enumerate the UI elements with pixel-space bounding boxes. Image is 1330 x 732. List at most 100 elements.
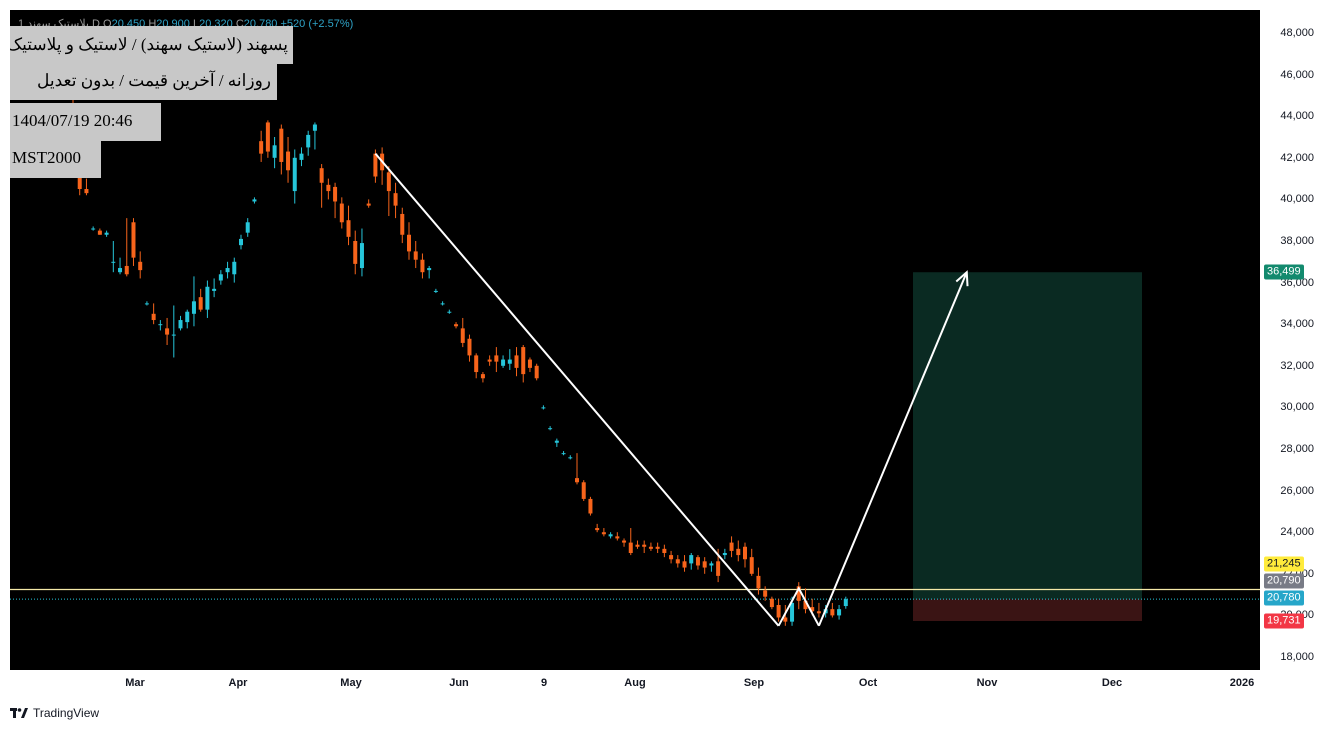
- target-zone: [913, 272, 1142, 600]
- candle-body: [185, 311, 190, 323]
- candle-body: [454, 324, 459, 327]
- candle-body: [84, 189, 89, 194]
- projection-arrow: [817, 271, 968, 627]
- candle-body: [655, 546, 660, 549]
- chart-plot-area[interactable]: 1 پلاستیک سهند D O20,450 H20,900 L20,320…: [10, 10, 1260, 670]
- candle-body: [91, 228, 96, 230]
- tradingview-logo-icon: [10, 708, 28, 718]
- overlay-datetime: 1404/07/19 20:46: [10, 103, 161, 141]
- candle-body: [628, 542, 633, 553]
- candle-body: [749, 557, 754, 574]
- time-tick-label: Sep: [743, 677, 765, 689]
- legend-change: +520 (+2.57%): [280, 18, 354, 30]
- candle-body: [413, 251, 418, 260]
- price-tick-label: 34,000: [1280, 318, 1314, 331]
- candle-body: [783, 617, 788, 622]
- candle-body: [622, 540, 627, 543]
- candle-body: [648, 546, 653, 549]
- legend-interval: D: [92, 18, 100, 30]
- candle-body: [494, 355, 499, 362]
- double-bottom-zigzag: [777, 586, 820, 627]
- candle-body: [359, 243, 364, 269]
- candle-body: [272, 145, 277, 158]
- candle-body: [326, 184, 331, 192]
- candle-body: [118, 268, 123, 273]
- candle-body: [716, 561, 721, 576]
- candle-body: [702, 561, 707, 568]
- price-tick-label: 48,000: [1280, 27, 1314, 39]
- price-tick-label: 36,000: [1280, 276, 1314, 289]
- candle-body: [601, 532, 606, 535]
- time-axis[interactable]: Mar Apr May Jun 9 Aug Sep Oct Nov Dec 2026: [10, 670, 1260, 697]
- legend-high-label: H: [148, 18, 157, 30]
- candle-body: [427, 268, 432, 271]
- candle-body: [816, 611, 821, 614]
- candle-body: [299, 153, 304, 160]
- candle-body: [541, 407, 546, 409]
- candle-body: [837, 609, 842, 616]
- candle-body: [729, 542, 734, 551]
- candle-body: [803, 600, 808, 610]
- candle-body: [239, 238, 243, 246]
- candle-body: [346, 220, 351, 237]
- candle-body: [178, 320, 183, 329]
- candle-body: [138, 261, 143, 271]
- price-axis[interactable]: 48,000 46,000 44,000 42,000 40,000 38,000 36,0…: [1260, 10, 1320, 670]
- candle-body: [165, 328, 170, 335]
- price-tick-label: 26,000: [1280, 484, 1314, 497]
- target-price-tag: 36,499: [1264, 264, 1304, 280]
- tradingview-brand-text: TradingView: [33, 706, 100, 720]
- candle-body: [843, 599, 848, 607]
- candle-body: [212, 288, 217, 291]
- candle-body: [796, 586, 801, 601]
- candle-body: [830, 609, 835, 616]
- candle-body: [319, 168, 324, 183]
- candle-body: [433, 290, 438, 292]
- tradingview-logo[interactable]: TradingView: [10, 706, 99, 720]
- price-tick-label: 42,000: [1280, 151, 1314, 164]
- candle-body: [675, 559, 680, 564]
- overlay-subtitle: روزانه / آخرین قیمت / بدون تعدیل: [10, 64, 277, 100]
- candlestick-chart[interactable]: [10, 10, 1260, 670]
- candle-body: [259, 141, 264, 154]
- current-gray-price-tag: 20,790: [1264, 573, 1304, 589]
- candle-body: [581, 482, 586, 499]
- candle-body: [568, 457, 573, 459]
- candle-body: [131, 222, 136, 258]
- candle-body: [306, 134, 311, 148]
- candle-body: [312, 124, 317, 131]
- candle-body: [743, 546, 747, 560]
- time-tick-label: Dec: [1101, 677, 1123, 689]
- candle-body: [642, 544, 647, 547]
- candle-body: [790, 602, 795, 622]
- candle-body: [756, 575, 761, 589]
- legend-open-label: O: [103, 18, 112, 30]
- time-tick-label: May: [340, 677, 362, 689]
- candle-body: [104, 232, 109, 235]
- candle-body: [440, 303, 445, 305]
- overlay-title: پسهند (لاستیک سهند) / لاستیک و پلاستیک: [10, 26, 293, 64]
- downtrend-line: [374, 152, 780, 627]
- candle-body: [151, 313, 156, 321]
- candle-body: [420, 259, 425, 273]
- candle-body: [373, 153, 378, 177]
- price-tick-label: 24,000: [1280, 526, 1314, 539]
- candle-body: [353, 241, 358, 264]
- candle-body: [252, 199, 257, 202]
- candle-body: [615, 536, 620, 539]
- price-tick-label: 44,000: [1280, 110, 1314, 123]
- price-tick-label: 32,000: [1280, 359, 1314, 372]
- candle-body: [97, 230, 102, 235]
- candle-body: [514, 355, 519, 368]
- candle-body: [776, 605, 781, 618]
- candle-body: [689, 555, 694, 564]
- candle-body: [232, 261, 237, 275]
- candle-body: [722, 553, 727, 556]
- price-tick-label: 46,000: [1280, 68, 1314, 81]
- candle-body: [225, 268, 230, 273]
- candle-body: [124, 265, 129, 275]
- candle-body: [662, 548, 667, 553]
- price-tick-label: 18,000: [1280, 651, 1314, 663]
- candle-body: [265, 122, 270, 152]
- entry-price-tag: 21,245: [1264, 556, 1304, 572]
